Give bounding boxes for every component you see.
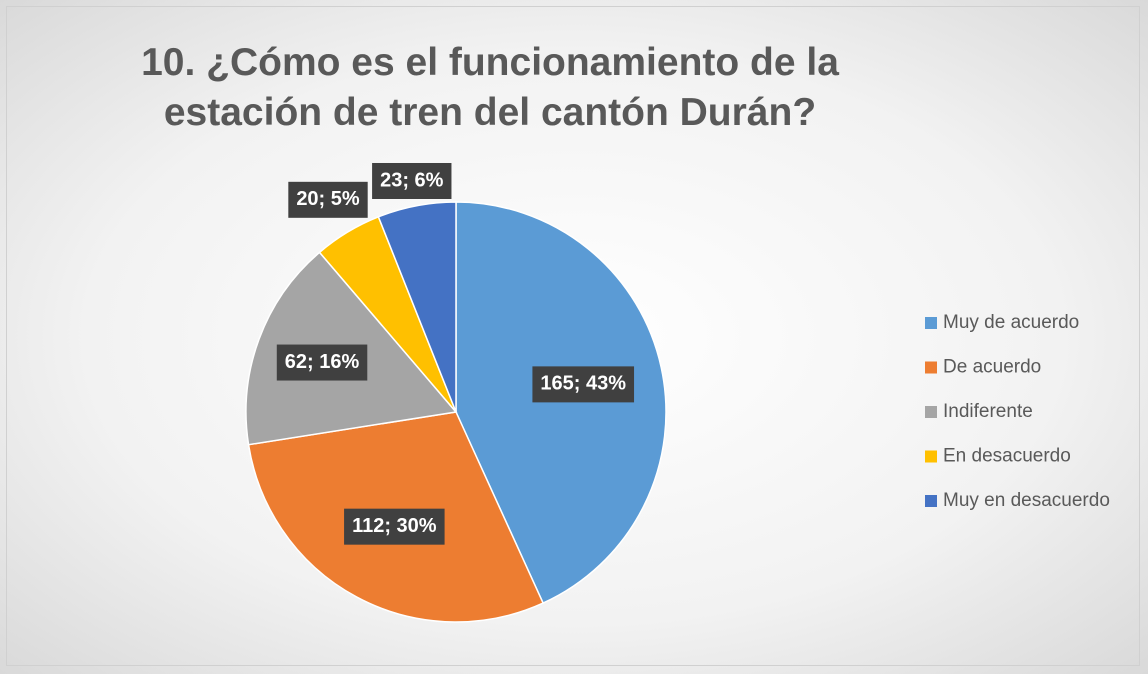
data-label: 112; 30% bbox=[352, 515, 437, 537]
legend-label: Muy de acuerdo bbox=[943, 312, 1079, 333]
data-label-box bbox=[288, 181, 368, 218]
legend-swatch bbox=[925, 450, 937, 463]
data-label: 165; 43% bbox=[540, 373, 626, 395]
chart-border bbox=[6, 6, 1140, 666]
legend-label: En desacuerdo bbox=[943, 446, 1071, 467]
legend-label: Indiferente bbox=[943, 401, 1033, 422]
legend-label: Muy en desacuerdo bbox=[943, 490, 1110, 511]
legend-swatch bbox=[925, 406, 937, 418]
data-label-box bbox=[276, 344, 368, 381]
legend-swatch bbox=[925, 361, 937, 374]
data-label-box bbox=[532, 366, 635, 403]
legend-swatch bbox=[925, 317, 937, 329]
legend-label: De acuerdo bbox=[943, 357, 1041, 378]
pie-slice bbox=[455, 201, 667, 605]
data-label: 23; 6% bbox=[380, 169, 444, 191]
legend-swatch bbox=[925, 495, 937, 507]
data-label: 20; 5% bbox=[296, 188, 360, 210]
data-label: 62; 16% bbox=[285, 351, 360, 373]
data-label-box bbox=[372, 162, 452, 199]
data-label-box bbox=[344, 508, 445, 545]
chart-title: 10. ¿Cómo es el funcionamiento de la est… bbox=[141, 41, 839, 134]
pie-slice bbox=[377, 201, 457, 413]
